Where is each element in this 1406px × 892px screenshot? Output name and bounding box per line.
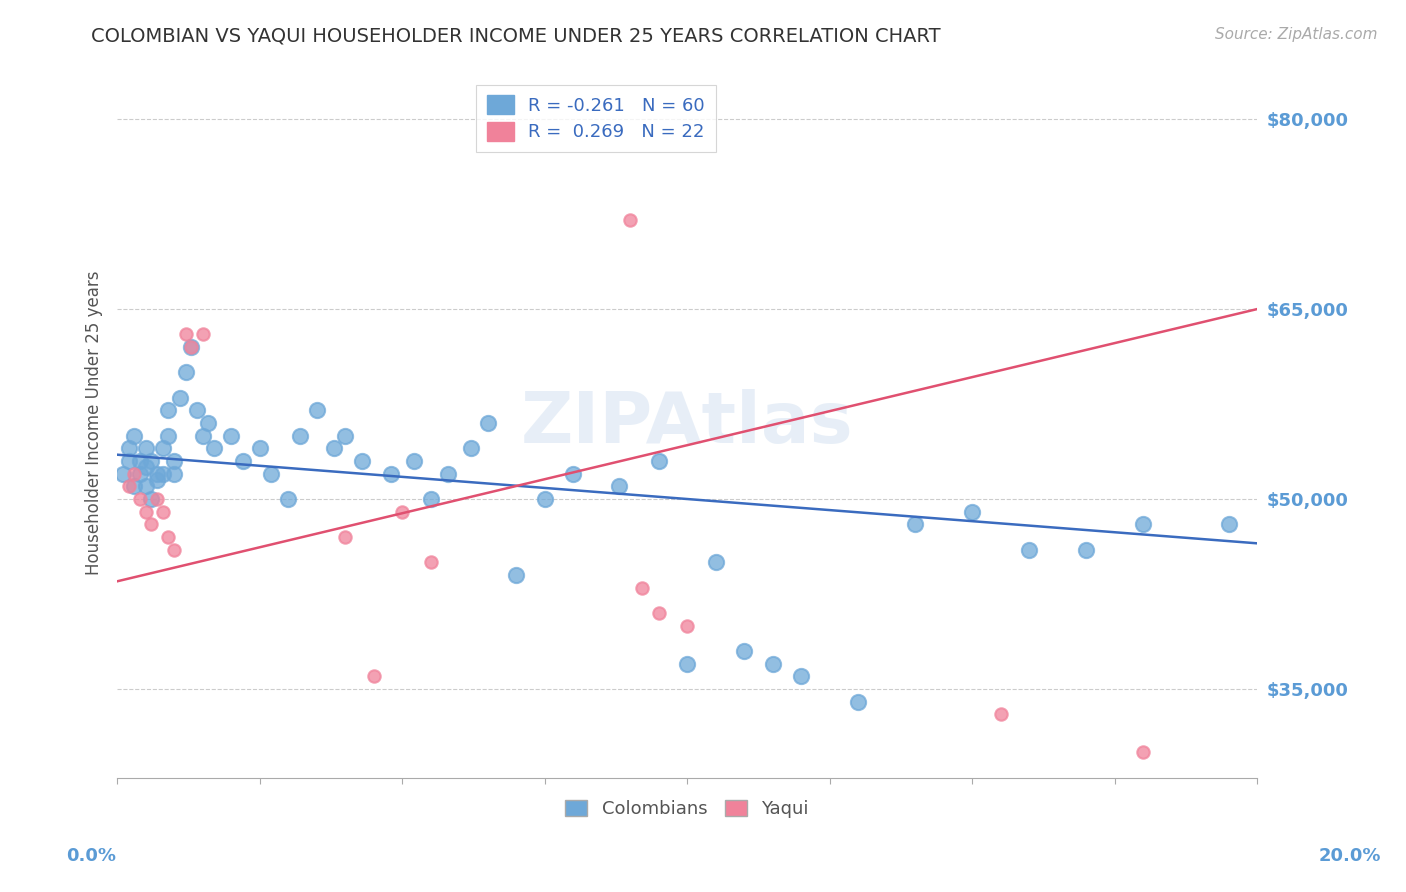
Point xyxy=(533,491,555,506)
Point xyxy=(219,428,242,442)
Point xyxy=(990,707,1012,722)
Point xyxy=(363,669,385,683)
Point xyxy=(117,454,139,468)
Point xyxy=(676,657,699,671)
Point xyxy=(197,416,219,430)
Point xyxy=(124,479,146,493)
Point xyxy=(124,428,146,442)
Point xyxy=(202,442,225,456)
Y-axis label: Householder Income Under 25 years: Householder Income Under 25 years xyxy=(86,271,103,575)
Point xyxy=(157,428,180,442)
Point xyxy=(135,479,157,493)
Point xyxy=(305,403,328,417)
Text: 20.0%: 20.0% xyxy=(1319,847,1381,865)
Point xyxy=(191,327,214,342)
Text: Source: ZipAtlas.com: Source: ZipAtlas.com xyxy=(1215,27,1378,42)
Point xyxy=(419,491,441,506)
Point xyxy=(1074,542,1097,557)
Point xyxy=(1218,517,1240,532)
Point xyxy=(111,467,134,481)
Point xyxy=(402,454,425,468)
Point xyxy=(790,669,813,683)
Point xyxy=(904,517,927,532)
Point xyxy=(141,491,163,506)
Text: 0.0%: 0.0% xyxy=(66,847,117,865)
Point xyxy=(174,327,197,342)
Point xyxy=(146,491,169,506)
Point xyxy=(157,403,180,417)
Point xyxy=(129,491,152,506)
Point xyxy=(146,467,169,481)
Point xyxy=(135,460,157,475)
Point xyxy=(277,491,299,506)
Point xyxy=(436,467,458,481)
Point xyxy=(232,454,254,468)
Point xyxy=(146,473,169,487)
Point xyxy=(380,467,402,481)
Point xyxy=(619,213,641,227)
Legend: Colombians, Yaqui: Colombians, Yaqui xyxy=(558,793,815,825)
Point xyxy=(391,505,413,519)
Point xyxy=(846,695,869,709)
Point xyxy=(141,454,163,468)
Point xyxy=(152,467,174,481)
Point xyxy=(157,530,180,544)
Point xyxy=(647,454,669,468)
Point xyxy=(117,442,139,456)
Point xyxy=(124,467,146,481)
Point xyxy=(1132,517,1154,532)
Point xyxy=(419,555,441,569)
Point xyxy=(249,442,271,456)
Point xyxy=(676,618,699,632)
Point xyxy=(960,505,983,519)
Point xyxy=(322,442,344,456)
Point xyxy=(505,568,527,582)
Point xyxy=(333,428,356,442)
Point xyxy=(333,530,356,544)
Point xyxy=(562,467,585,481)
Text: ZIPAtlas: ZIPAtlas xyxy=(520,389,853,458)
Point xyxy=(762,657,785,671)
Point xyxy=(141,517,163,532)
Point xyxy=(174,365,197,379)
Point xyxy=(186,403,208,417)
Point xyxy=(352,454,374,468)
Point xyxy=(180,340,202,354)
Point xyxy=(607,479,630,493)
Point xyxy=(163,467,186,481)
Point xyxy=(152,505,174,519)
Point xyxy=(117,479,139,493)
Point xyxy=(1132,745,1154,759)
Point xyxy=(460,442,482,456)
Point xyxy=(129,454,152,468)
Point xyxy=(163,454,186,468)
Point xyxy=(647,606,669,620)
Point xyxy=(163,542,186,557)
Point xyxy=(260,467,283,481)
Point xyxy=(630,581,652,595)
Point xyxy=(129,467,152,481)
Point xyxy=(180,340,202,354)
Point xyxy=(191,428,214,442)
Point xyxy=(477,416,499,430)
Point xyxy=(288,428,311,442)
Text: COLOMBIAN VS YAQUI HOUSEHOLDER INCOME UNDER 25 YEARS CORRELATION CHART: COLOMBIAN VS YAQUI HOUSEHOLDER INCOME UN… xyxy=(91,27,941,45)
Point xyxy=(135,442,157,456)
Point xyxy=(1018,542,1040,557)
Point xyxy=(169,391,191,405)
Point xyxy=(733,644,755,658)
Point xyxy=(152,442,174,456)
Point xyxy=(704,555,727,569)
Point xyxy=(135,505,157,519)
